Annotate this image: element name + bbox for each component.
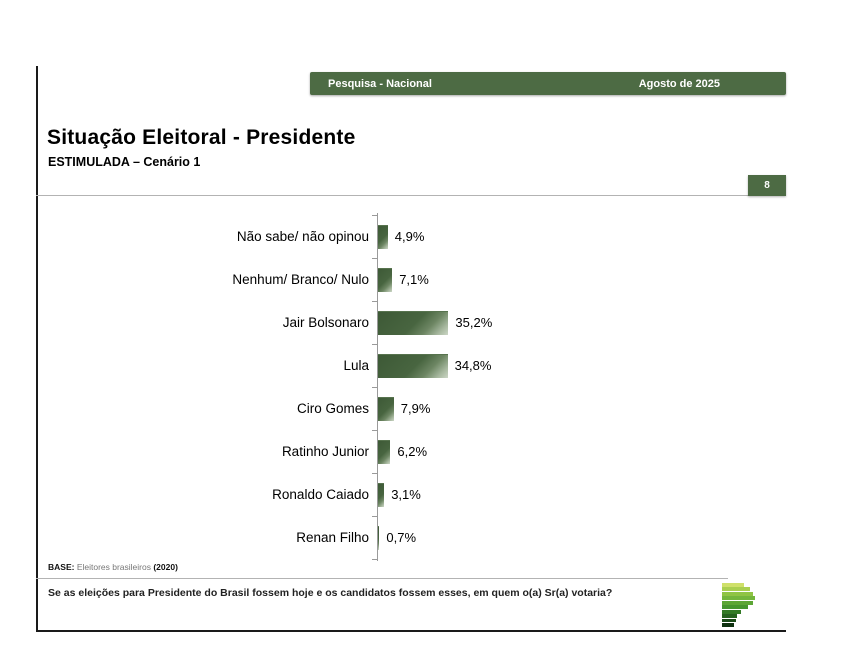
- logo-bar: [722, 605, 748, 610]
- bar: [378, 267, 393, 292]
- header-date-label: Agosto de 2025: [638, 77, 720, 90]
- slide-bottom-border: [36, 630, 786, 632]
- footer-divider: [36, 578, 728, 579]
- page-title: Situação Eleitoral - Presidente: [47, 126, 356, 149]
- bar-row: Ratinho Junior 6,2%: [0, 430, 852, 473]
- axis-tick: [372, 301, 377, 302]
- logo-bar: [722, 596, 755, 601]
- logo-bar: [722, 623, 734, 627]
- bar-chart: Não sabe/ não opinou 4,9% Nenhum/ Branco/ …: [0, 213, 852, 561]
- logo-bar: [722, 600, 753, 605]
- survey-question: Se as eleições para Presidente do Brasil…: [48, 587, 613, 599]
- bar-category-label: Ciro Gomes: [296, 401, 369, 416]
- base-note: BASE: Eleitores brasileiros (2020): [48, 562, 178, 572]
- base-prefix: BASE:: [48, 562, 75, 572]
- chart-axis: [377, 213, 378, 561]
- logo-bar: [722, 587, 750, 592]
- bar-row: Nenhum/ Branco/ Nulo 7,1%: [0, 258, 852, 301]
- bar-value-label: 4,9%: [394, 229, 425, 244]
- bar-category-label: Renan Filho: [296, 530, 369, 545]
- logo-bar: [722, 609, 741, 614]
- base-text: Eleitores brasileiros: [74, 562, 154, 572]
- bar-value-label: 6,2%: [397, 444, 428, 459]
- bar-value-label: 7,9%: [400, 401, 431, 416]
- bar-value-label: 7,1%: [399, 272, 429, 287]
- header-banner: Pesquisa - Nacional Agosto de 2025: [310, 72, 786, 95]
- bar-category-label: Nenhum/ Branco/ Nulo: [232, 272, 369, 287]
- bar: [378, 396, 394, 421]
- bar-category-label: Não sabe/ não opinou: [236, 229, 369, 244]
- axis-tick: [372, 559, 377, 560]
- page-subtitle: ESTIMULADA – Cenário 1: [48, 155, 201, 169]
- bar: [378, 353, 448, 378]
- bar: [378, 224, 388, 249]
- bar-value-label: 34,8%: [454, 358, 492, 373]
- logo-bar: [722, 591, 753, 596]
- bar-row: Ciro Gomes 7,9%: [0, 387, 852, 430]
- bar-row: Renan Filho 0,7%: [0, 516, 852, 559]
- header-survey-label: Pesquisa - Nacional: [328, 77, 432, 90]
- axis-tick: [372, 430, 377, 431]
- bar-value-label: 0,7%: [386, 530, 417, 545]
- base-year: (2020): [153, 562, 178, 572]
- company-logo-icon: [722, 583, 762, 627]
- bar: [378, 525, 380, 550]
- bar: [378, 439, 391, 464]
- bar-row: Lula 34,8%: [0, 344, 852, 387]
- axis-tick: [372, 516, 377, 517]
- bar-value-label: 3,1%: [391, 487, 421, 502]
- bar-category-label: Jair Bolsonaro: [282, 315, 369, 330]
- bar-row: Jair Bolsonaro 35,2%: [0, 301, 852, 344]
- logo-bar: [722, 614, 737, 618]
- bar: [378, 482, 385, 507]
- bar-row: Ronaldo Caiado 3,1%: [0, 473, 852, 516]
- axis-tick: [372, 215, 377, 216]
- bar-category-label: Ronaldo Caiado: [272, 487, 369, 502]
- bar-category-label: Ratinho Junior: [281, 444, 369, 459]
- axis-tick: [372, 387, 377, 388]
- bar-category-label: Lula: [343, 358, 369, 373]
- logo-bar: [722, 618, 736, 623]
- title-divider: [36, 195, 786, 196]
- bar-row: Não sabe/ não opinou 4,9%: [0, 215, 852, 258]
- page-number-badge: 8: [748, 175, 786, 196]
- axis-tick: [372, 344, 377, 345]
- axis-tick: [372, 473, 377, 474]
- bar-value-label: 35,2%: [455, 315, 493, 330]
- bar: [378, 310, 449, 335]
- axis-tick: [372, 258, 377, 259]
- logo-bar: [722, 583, 744, 587]
- slide-left-border: [36, 66, 38, 632]
